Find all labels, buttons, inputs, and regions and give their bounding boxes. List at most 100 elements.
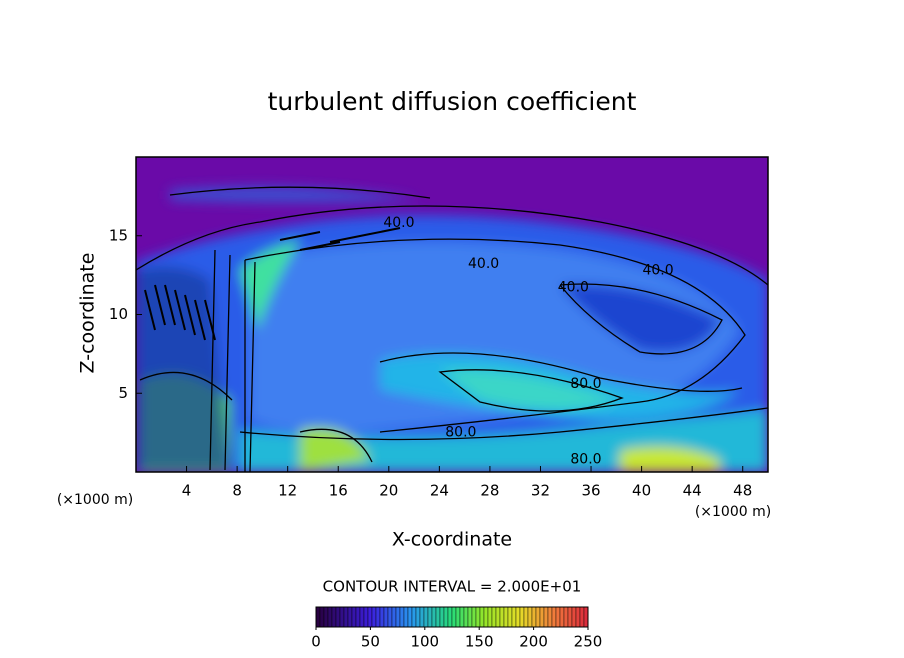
colorbar-cell xyxy=(479,606,485,628)
colorbar-cell xyxy=(511,606,517,628)
x-tick-label: 16 xyxy=(329,482,348,500)
colorbar-cell xyxy=(375,606,381,628)
colorbar-tick-label: 250 xyxy=(574,633,603,651)
contour-label: 40.0 xyxy=(383,215,414,231)
x-tick-label: 48 xyxy=(733,482,752,500)
colorbar-cell xyxy=(583,606,589,628)
contour-label: 80.0 xyxy=(570,451,601,467)
colorbar-cell xyxy=(423,606,429,628)
colorbar-tick-label: 200 xyxy=(519,633,548,651)
colorbar-cell xyxy=(371,606,377,628)
colorbar-cell xyxy=(399,606,405,628)
colorbar-tick-label: 100 xyxy=(410,633,439,651)
contour-label: 40.0 xyxy=(468,256,499,272)
colorbar-cell xyxy=(363,606,369,628)
colorbar-frame xyxy=(315,606,589,628)
colorbar-cell xyxy=(519,606,525,628)
colorbar-cell xyxy=(451,606,457,628)
colorbar-cell xyxy=(571,606,577,628)
contour-label: 40.0 xyxy=(558,280,589,296)
y-tick-label: 10 xyxy=(109,305,128,323)
contour-label: 80.0 xyxy=(445,425,476,441)
colorbar-cell xyxy=(503,606,509,628)
colorbar-cell xyxy=(367,606,373,628)
colorbar-cell xyxy=(323,606,329,628)
colorbar-cell xyxy=(427,606,433,628)
colorbar-cell xyxy=(315,606,321,628)
contour-field xyxy=(136,157,768,472)
y-unit: (×1000 m) xyxy=(57,492,133,508)
x-tick-label: 44 xyxy=(683,482,702,500)
colorbar-cell xyxy=(327,606,333,628)
colorbar-cell xyxy=(383,606,389,628)
colorbar-cell xyxy=(567,606,573,628)
y-tick-label: 5 xyxy=(118,384,128,402)
colorbar-cell xyxy=(411,606,417,628)
colorbar-cell xyxy=(359,606,365,628)
y-axis-label: Z-coordinate xyxy=(77,253,99,374)
colorbar-cell xyxy=(439,606,445,628)
colorbar-cell xyxy=(487,606,493,628)
colorbar-cell xyxy=(575,606,581,628)
colorbar-cell xyxy=(535,606,541,628)
x-axis-label: X-coordinate xyxy=(392,529,512,551)
colorbar-cell xyxy=(335,606,341,628)
x-unit: (×1000 m) xyxy=(695,504,771,520)
colorbar-cell xyxy=(403,606,409,628)
colorbar-cell xyxy=(555,606,561,628)
colorbar-cell xyxy=(347,606,353,628)
colorbar-cell xyxy=(523,606,529,628)
colorbar-cell xyxy=(355,606,361,628)
colorbar-cell xyxy=(471,606,477,628)
colorbar-cell xyxy=(491,606,497,628)
colorbar-cell xyxy=(559,606,565,628)
colorbar-cell xyxy=(435,606,441,628)
colorbar-cell xyxy=(339,606,345,628)
colorbar-cell xyxy=(531,606,537,628)
colorbar-cell xyxy=(507,606,513,628)
chart-title: turbulent diffusion coefficient xyxy=(268,87,637,116)
colorbar-cell xyxy=(391,606,397,628)
colorbar-cell xyxy=(379,606,385,628)
colorbar-cell xyxy=(431,606,437,628)
x-tick-label: 28 xyxy=(480,482,499,500)
x-tick-label: 40 xyxy=(632,482,651,500)
x-tick-label: 4 xyxy=(182,482,192,500)
colorbar-cell xyxy=(539,606,545,628)
contour-label: 80.0 xyxy=(570,376,601,392)
colorbar-cell xyxy=(515,606,521,628)
contour-label: 40.0 xyxy=(642,262,673,278)
x-tick-label: 8 xyxy=(232,482,242,500)
colorbar-cell xyxy=(579,606,585,628)
colorbar-cell xyxy=(463,606,469,628)
x-tick-label: 20 xyxy=(379,482,398,500)
colorbar-cell xyxy=(499,606,505,628)
colorbar-cell xyxy=(551,606,557,628)
x-tick-label: 24 xyxy=(430,482,449,500)
x-tick-label: 36 xyxy=(581,482,600,500)
colorbar-cell xyxy=(395,606,401,628)
colorbar-cell xyxy=(319,606,325,628)
colorbar-tick-label: 50 xyxy=(361,633,380,651)
colorbar-cell xyxy=(527,606,533,628)
colorbar-cell xyxy=(475,606,481,628)
colorbar-tick-label: 150 xyxy=(465,633,494,651)
y-tick-label: 15 xyxy=(109,226,128,244)
colorbar-cell xyxy=(447,606,453,628)
colorbar-cell xyxy=(419,606,425,628)
colorbar-cell xyxy=(415,606,421,628)
colorbar-cell xyxy=(495,606,501,628)
contour-interval: CONTOUR INTERVAL = 2.000E+01 xyxy=(323,578,582,596)
colorbar-cell xyxy=(547,606,553,628)
colorbar-cell xyxy=(455,606,461,628)
colorbar-cell xyxy=(563,606,569,628)
colorbar-cell xyxy=(467,606,473,628)
colorbar-cell xyxy=(407,606,413,628)
colorbar-cell xyxy=(343,606,349,628)
x-tick-label: 32 xyxy=(531,482,550,500)
x-tick-label: 12 xyxy=(278,482,297,500)
colorbar: 0 50 100 150 200 250 xyxy=(311,606,603,651)
colorbar-cell xyxy=(543,606,549,628)
colorbar-cell xyxy=(483,606,489,628)
